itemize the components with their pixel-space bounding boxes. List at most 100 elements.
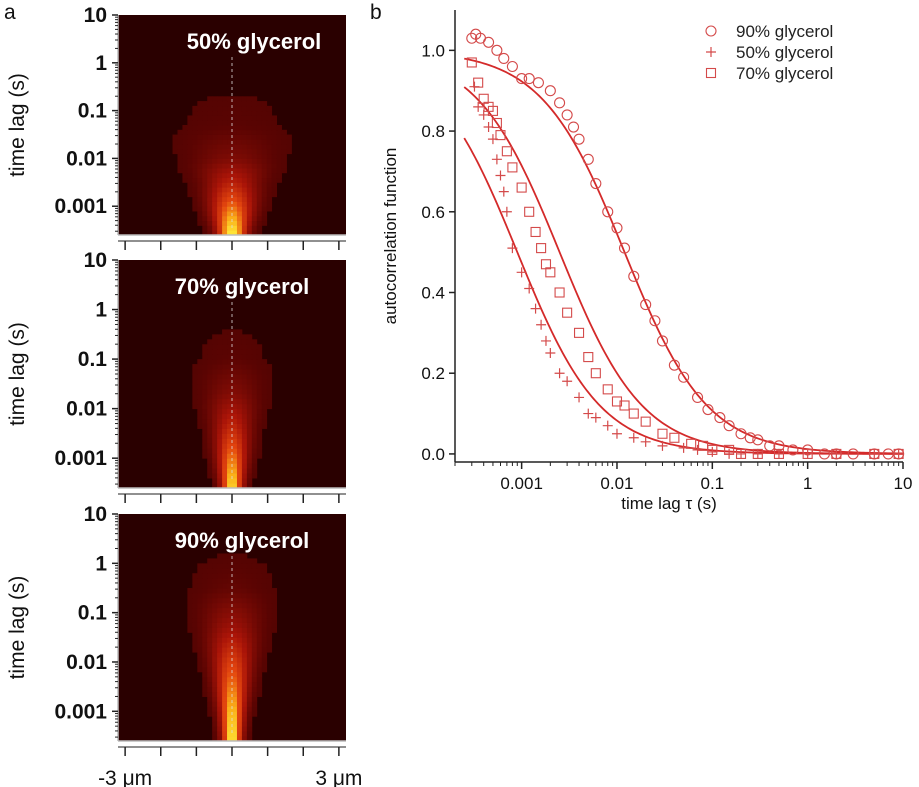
- data-point: [702, 403, 714, 416]
- heatmap-cell: [241, 592, 248, 599]
- heatmap-cell: [222, 177, 228, 183]
- heatmap-cell: [266, 383, 273, 390]
- heatmap-cell: [207, 666, 213, 673]
- heatmap-cell: [266, 588, 273, 594]
- heatmap-cell: [246, 110, 253, 116]
- heatmap-cell: [187, 120, 193, 126]
- heatmap-cell: [241, 398, 248, 405]
- y-tick-label: 1.0: [421, 41, 445, 60]
- heatmap-cell: [241, 191, 248, 198]
- heatmap-cell: [246, 374, 253, 380]
- heatmap-cell: [202, 583, 208, 589]
- heatmap-cell: [212, 711, 218, 717]
- data-point: [487, 105, 498, 116]
- heatmap-cell: [241, 148, 248, 155]
- heatmap-cell: [192, 578, 198, 584]
- heatmap-cell: [202, 369, 208, 375]
- heatmap-cell: [202, 666, 208, 673]
- heatmap-cell: [222, 163, 228, 169]
- heatmap-cell: [251, 225, 258, 231]
- heatmap-cell: [271, 115, 278, 121]
- heatmap-cell: [246, 388, 253, 395]
- heatmap-cell: [241, 443, 248, 449]
- heatmap-cell: [266, 158, 273, 164]
- heatmap-cell: [212, 139, 218, 145]
- heatmap-cell: [222, 201, 228, 207]
- heatmap-cell: [236, 443, 243, 449]
- heatmap-cell: [246, 448, 253, 454]
- heatmap-cell: [256, 647, 263, 653]
- heatmap-cell: [217, 115, 223, 121]
- heatmap-cell: [251, 201, 258, 207]
- heatmap-cell: [202, 359, 208, 365]
- heatmap-cell: [232, 388, 238, 395]
- heatmap-cell: [261, 134, 268, 140]
- heatmap-cell: [192, 369, 198, 375]
- heatmap-cell: [187, 153, 193, 159]
- heatmap-cell: [207, 428, 213, 434]
- heatmap-cell: [246, 632, 253, 638]
- heatmap-cell: [212, 354, 218, 360]
- heatmap-cell: [197, 220, 203, 226]
- heatmap-cell: [256, 201, 263, 207]
- heatmap-cell: [217, 215, 223, 222]
- heatmap-cell: [227, 182, 233, 188]
- heatmap-cell: [266, 627, 273, 633]
- heatmap-cell: [256, 182, 263, 188]
- heatmap-cell: [192, 374, 198, 380]
- heatmap-cell: [256, 642, 263, 648]
- heatmap-cell: [241, 359, 248, 365]
- heatmap-cell: [236, 339, 243, 345]
- heatmap-cell: [266, 597, 273, 604]
- heatmap-cell: [241, 627, 248, 633]
- heatmap-cell: [241, 691, 248, 697]
- heatmap-cell: [236, 191, 243, 198]
- heatmap-cell: [227, 378, 233, 385]
- heatmap-cell: [266, 115, 273, 121]
- heatmap-cell: [232, 696, 238, 702]
- heatmap-cell: [276, 148, 282, 155]
- heatmap-cell: [192, 642, 198, 648]
- heatmap-cell: [241, 701, 248, 707]
- heatmap-cell: [222, 334, 228, 340]
- heatmap-cell: [207, 115, 213, 121]
- heatmap-cell: [217, 349, 223, 355]
- heatmap-cell: [246, 105, 253, 112]
- heatmap-cell: [227, 607, 233, 614]
- heatmap-cell: [227, 563, 233, 569]
- data-point: [567, 121, 580, 133]
- heatmap-cell: [217, 201, 223, 207]
- heatmap-cell: [207, 686, 213, 693]
- heatmap-cell: [202, 657, 208, 663]
- heatmap-cell: [246, 647, 253, 653]
- heatmap-cell: [266, 125, 273, 131]
- heatmap-cell: [197, 423, 203, 429]
- heatmap-cell: [222, 148, 228, 155]
- heatmap-cell: [236, 691, 243, 697]
- heatmap-cell: [222, 448, 228, 454]
- heatmap-cell: [271, 607, 278, 614]
- heatmap-cell: [232, 120, 238, 126]
- heatmap-cell: [212, 344, 218, 350]
- heatmap-cell: [197, 364, 203, 370]
- heatmap-cell: [276, 144, 282, 150]
- heatmap-cell: [182, 168, 188, 174]
- data-point: [562, 376, 573, 387]
- heatmap-cell: [212, 612, 218, 619]
- heatmap-cell: [256, 120, 263, 126]
- heatmap-cell: [236, 647, 243, 653]
- heatmap-cell: [197, 592, 203, 599]
- heatmap-cell: [197, 597, 203, 604]
- heatmap-cell: [246, 578, 253, 584]
- heatmap-cell: [236, 726, 243, 732]
- heatmap-cell: [232, 211, 238, 217]
- heatmap-cell: [241, 134, 248, 140]
- heatmap-cell: [207, 657, 213, 663]
- heatmap-cell: [246, 657, 253, 663]
- heatmap-cell: [212, 483, 218, 489]
- heatmap-cell: [261, 403, 268, 410]
- heatmap-cell: [227, 96, 233, 102]
- heatmap-cell: [227, 423, 233, 429]
- heatmap-cell: [232, 364, 238, 370]
- heatmap-cell: [227, 153, 233, 159]
